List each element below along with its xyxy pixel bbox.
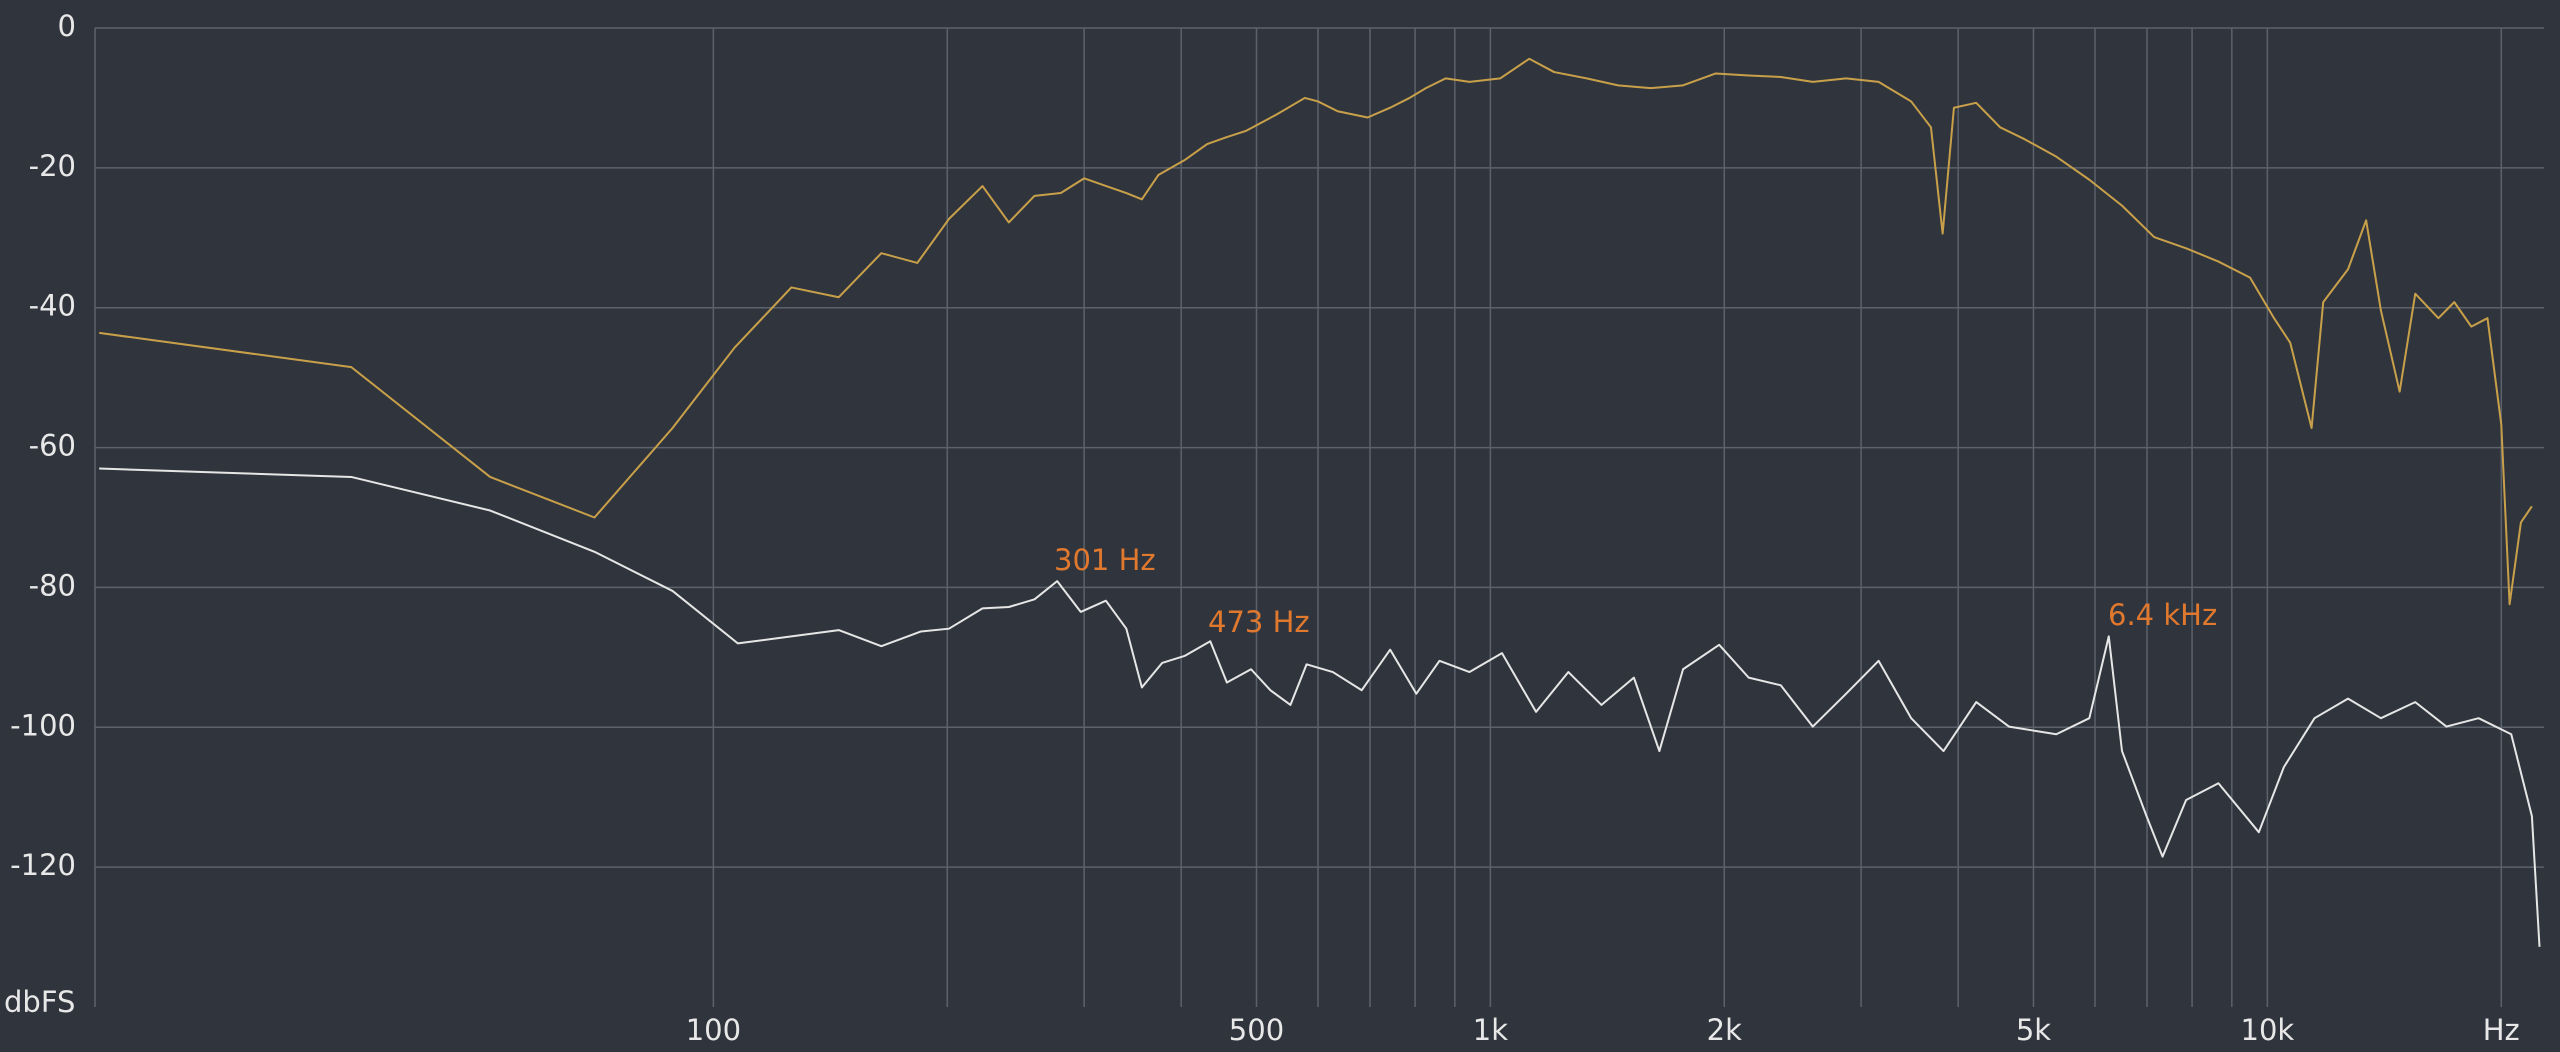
- y-tick-label: -60: [29, 429, 76, 463]
- y-axis-label: dbFS: [4, 985, 75, 1019]
- x-tick-label: 10k: [2241, 1013, 2295, 1047]
- y-tick-label: 0: [58, 9, 76, 43]
- x-tick-label: 1k: [1473, 1013, 1508, 1047]
- x-tick-label: Hz: [2483, 1013, 2520, 1047]
- y-tick-label: -120: [10, 848, 76, 882]
- peak-annotation: 6.4 kHz: [2108, 598, 2217, 632]
- x-tick-label: 100: [686, 1013, 741, 1047]
- peak-annotation: 473 Hz: [1208, 605, 1310, 639]
- y-tick-label: -80: [29, 568, 76, 602]
- y-tick-label: -20: [29, 149, 76, 183]
- spectrum-line: [99, 57, 2533, 606]
- y-tick-label: -40: [29, 289, 76, 323]
- x-tick-label: 5k: [2016, 1013, 2051, 1047]
- x-tick-label: 2k: [1707, 1013, 1742, 1047]
- spectrum-line: [99, 467, 2541, 947]
- peak-annotation: 301 Hz: [1054, 543, 1156, 577]
- y-tick-label: -100: [10, 708, 76, 742]
- x-tick-label: 500: [1229, 1013, 1284, 1047]
